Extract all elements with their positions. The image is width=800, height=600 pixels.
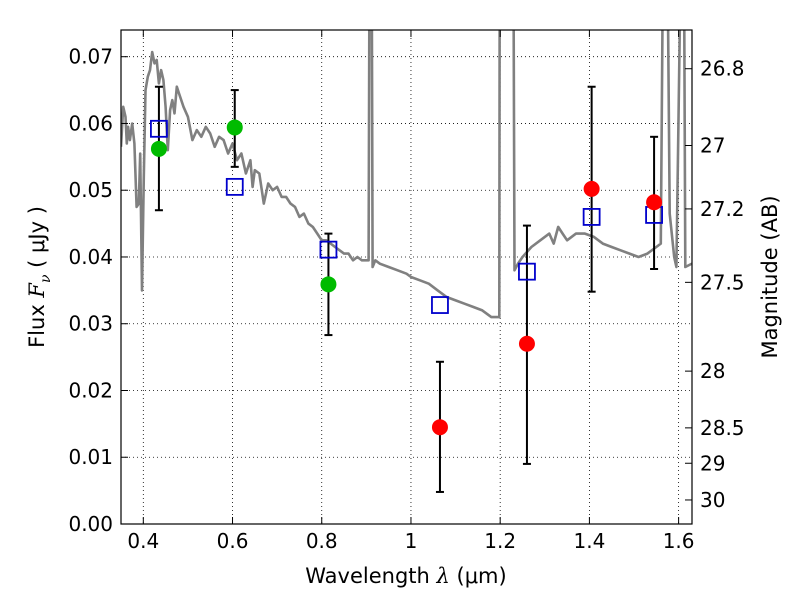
plot-frame <box>120 29 693 525</box>
y2-tick-label: 27.5 <box>700 270 745 294</box>
y2-tick-label: 26.8 <box>700 57 745 81</box>
y-tick-label: 0.02 <box>68 378 113 402</box>
x-axis-title: Wavelength λ (μm) <box>305 564 506 588</box>
y-tick-label: 0.01 <box>68 445 113 469</box>
model-square-marker <box>582 208 601 226</box>
y-tick-label: 0.03 <box>68 312 113 336</box>
tick-marks <box>121 30 692 525</box>
plot-data <box>121 30 692 493</box>
x-tick-label: 1 <box>405 529 418 553</box>
y-tick-label: 0.00 <box>68 512 113 536</box>
x-tick-label: 0.8 <box>306 529 338 553</box>
data-point-marker <box>150 140 167 157</box>
y2-tick-label: 27 <box>700 133 725 157</box>
data-point-marker <box>646 194 663 211</box>
y2-tick-label: 30 <box>700 488 725 512</box>
y-tick-label: 0.07 <box>68 45 113 69</box>
model-square-marker <box>150 119 168 138</box>
y2-tick-label: 27.2 <box>700 197 745 221</box>
y2-tick-label: 29 <box>700 451 725 475</box>
x-tick-label: 1.6 <box>663 529 695 553</box>
data-point-marker <box>583 180 600 197</box>
y-tick-label: 0.05 <box>68 178 113 202</box>
model-square-marker <box>319 240 338 259</box>
x-tick-label: 0.6 <box>217 529 249 553</box>
y2-tick-label: 28.5 <box>700 416 745 440</box>
data-point-marker <box>320 276 337 293</box>
y-tick-label: 0.04 <box>68 245 113 269</box>
data-point-marker <box>431 419 448 436</box>
x-tick-label: 1.2 <box>484 529 516 553</box>
x-tick-label: 0.4 <box>127 529 159 553</box>
y-tick-label: 0.06 <box>68 111 113 135</box>
y-axis-title: Flux Fν ( μJy ) <box>25 206 54 348</box>
model-square-marker <box>225 177 244 196</box>
x-tick-label: 1.4 <box>573 529 605 553</box>
data-point-marker <box>226 119 243 136</box>
y2-tick-label: 28 <box>700 359 725 383</box>
data-point-marker <box>518 335 535 352</box>
secondary-y-axis-title: Magnitude (AB) <box>758 195 782 358</box>
tick-labels: 0.4 0.6 0.8 1 1.2 1.4 1.6 0.00 0.01 0.02 0.03 0.04 0… <box>68 45 744 553</box>
model-square-marker <box>431 296 449 314</box>
model-square-marker <box>518 262 536 281</box>
